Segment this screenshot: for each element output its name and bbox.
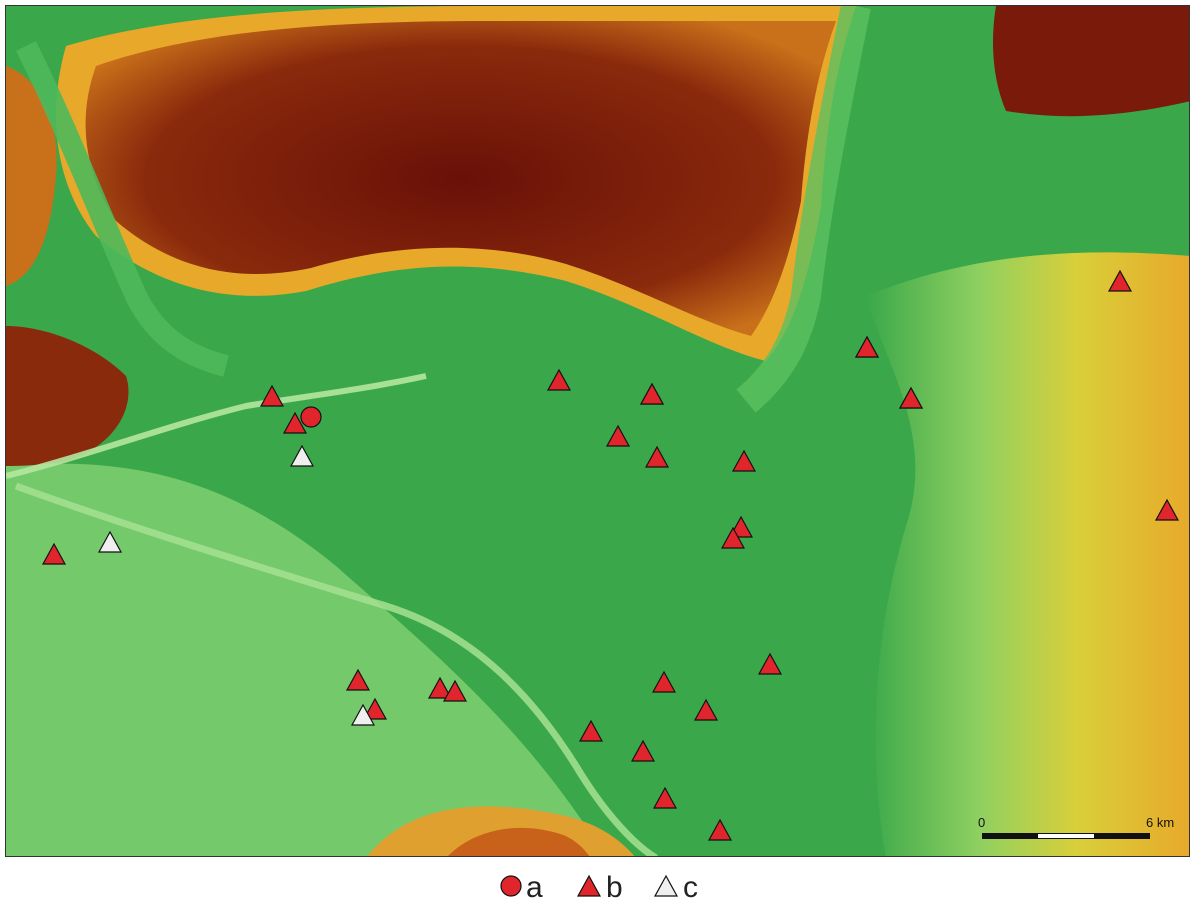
site-marker-a (301, 407, 321, 427)
legend-canvas: a b c (0, 862, 1192, 908)
scale-start-label: 0 (978, 815, 985, 830)
northeast-highland (993, 6, 1190, 116)
elevation-map: 0 6 km (5, 5, 1190, 857)
legend-triangle-red-icon (578, 876, 600, 896)
legend-label-a: a (526, 871, 543, 904)
eastern-upland (866, 252, 1190, 857)
map-canvas: 0 6 km (6, 6, 1190, 857)
scale-end-label: 6 km (1146, 815, 1174, 830)
legend-triangle-white-icon (655, 876, 677, 896)
legend-label-c: c (683, 871, 698, 904)
legend-label-b: b (606, 871, 623, 904)
legend-circle-red-icon (501, 876, 521, 896)
legend: a b c (0, 862, 1192, 908)
